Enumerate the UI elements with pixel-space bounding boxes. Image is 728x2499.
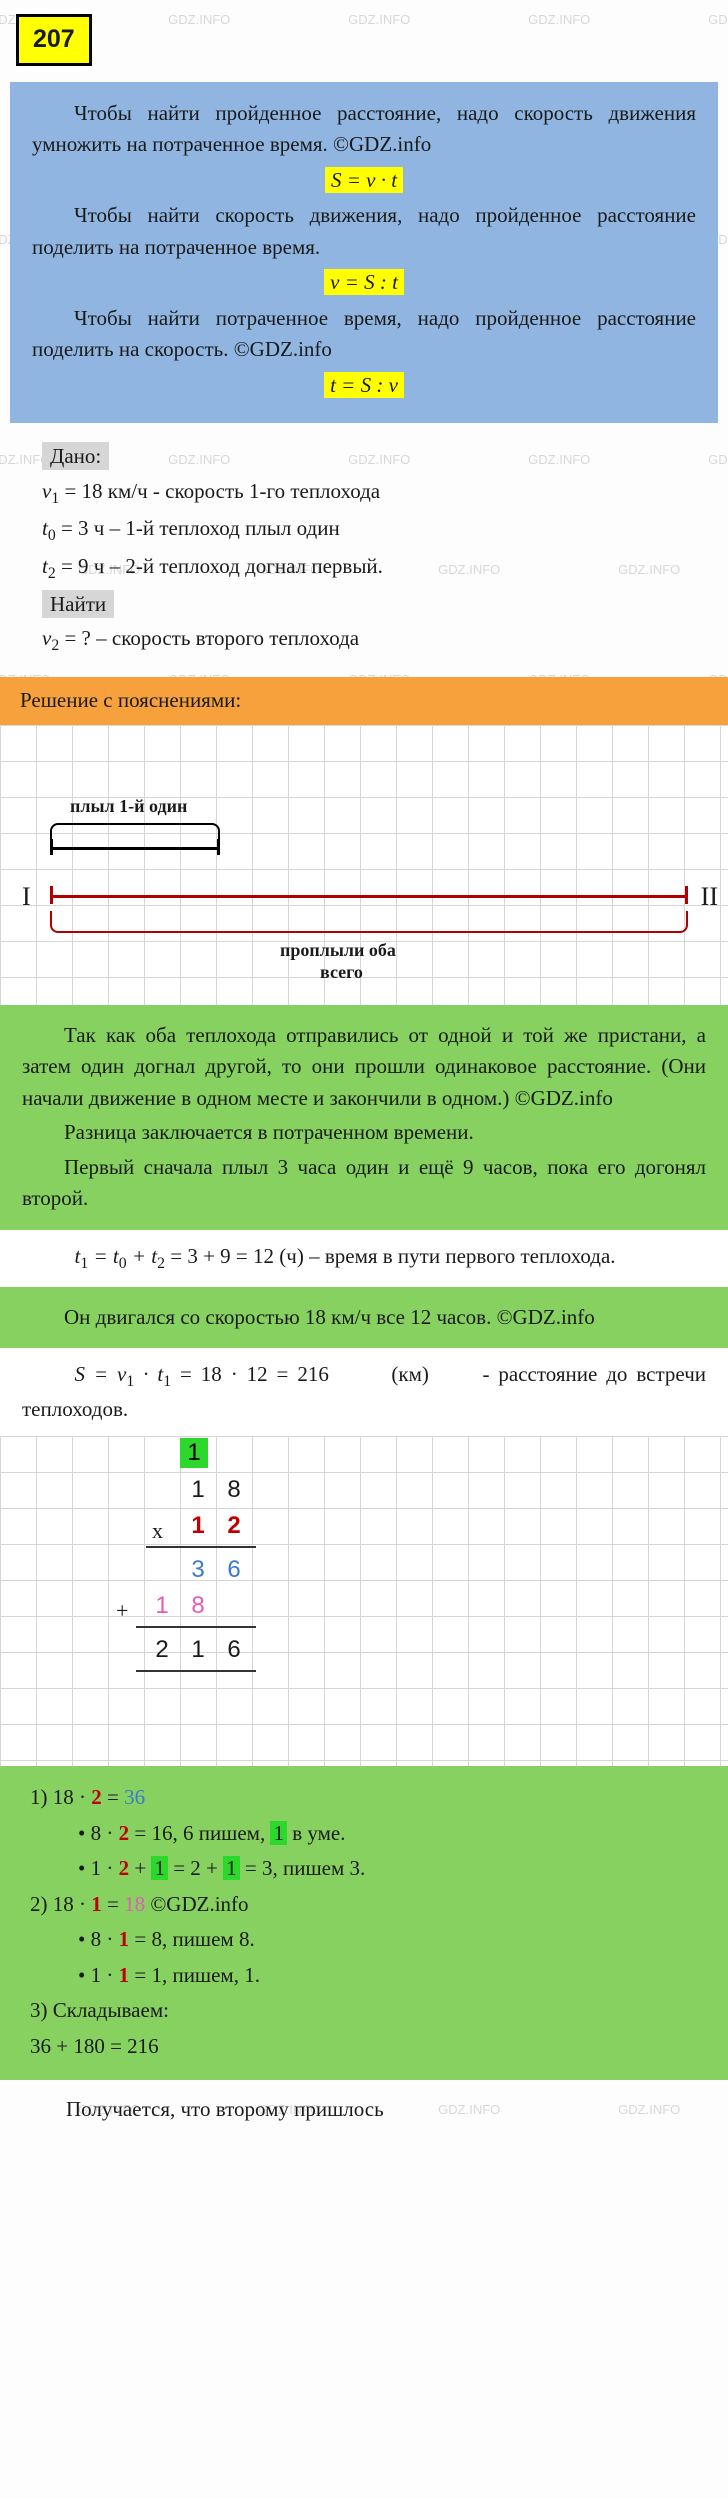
find-label: Найти bbox=[42, 590, 114, 618]
formula-2: v = S : t bbox=[32, 267, 696, 299]
page-number-badge: 207 bbox=[16, 14, 92, 66]
step-t1: t1 = t0 + t2 = 3 + 9 = 12 (ч) – время в … bbox=[0, 1230, 728, 1287]
calc-step-3: 3) Складываем: bbox=[30, 1995, 698, 2027]
formula-1: S = v · t bbox=[32, 165, 696, 197]
plus-sign: + bbox=[116, 1594, 128, 1627]
diagram-brace-bottom bbox=[50, 911, 688, 933]
calc-step-2: 2) 18 · 1 = 18 ©GDZ.info bbox=[30, 1889, 698, 1921]
theory-p3: Чтобы найти потраченное время, надо прой… bbox=[32, 303, 696, 366]
theory-p1: Чтобы найти пройденное расстояние, надо … bbox=[32, 98, 696, 161]
given-v1: v1 = 18 км/ч - скорость 1-го теплохода bbox=[42, 476, 706, 511]
formula-3: t = S : v bbox=[32, 370, 696, 402]
calc-step-3-sum: 36 + 180 = 216 bbox=[30, 2031, 698, 2063]
multiply-sign: х bbox=[152, 1514, 163, 1547]
diagram-label-top: плыл 1-й один bbox=[70, 793, 187, 820]
explanation-1: Так как оба теплохода отправились от одн… bbox=[0, 1005, 728, 1230]
step-s: S = v1 · t1 = 18 · 12 = 216 (км) - расст… bbox=[0, 1348, 728, 1436]
motion-diagram: I II плыл 1-й один проплыли оба всего bbox=[0, 725, 728, 1005]
theory-box: Чтобы найти пройденное расстояние, надо … bbox=[10, 82, 718, 424]
diagram-segment-full bbox=[50, 895, 688, 898]
explanation-2: Он двигался со скоростью 18 км/ч все 12 … bbox=[0, 1287, 728, 1349]
calc-step-1: 1) 18 · 2 = 36 bbox=[30, 1782, 698, 1814]
long-multiplication: 1 1 8 х 1 2 3 6 + 1 8 2 1 6 bbox=[0, 1436, 728, 1766]
diagram-label-bottom-2: всего bbox=[320, 959, 363, 986]
footer-text: Получается, что второму пришлось bbox=[0, 2080, 728, 2126]
solution-header: Решение с пояснениями: bbox=[0, 677, 728, 725]
given-label: Дано: bbox=[42, 442, 109, 470]
diagram-brace-top bbox=[50, 823, 220, 843]
find-v2: v2 = ? – скорость второго теплохода bbox=[42, 623, 706, 658]
carry-1: 1 bbox=[180, 1438, 208, 1468]
given-block: Дано: v1 = 18 км/ч - скорость 1-го тепло… bbox=[0, 441, 728, 671]
calc-steps: 1) 18 · 2 = 36 8 · 2 = 16, 6 пишем, 1 в … bbox=[0, 1766, 728, 2080]
given-t2: t2 = 9 ч – 2-й теплоход догнал первый. bbox=[42, 551, 706, 586]
theory-p2: Чтобы найти скорость движения, надо прой… bbox=[32, 200, 696, 263]
diagram-segment-top bbox=[50, 847, 220, 850]
given-t0: t0 = 3 ч – 1-й теплоход плыл один bbox=[42, 513, 706, 548]
diagram-point-I: I bbox=[22, 877, 31, 916]
diagram-point-II: II bbox=[701, 877, 718, 916]
